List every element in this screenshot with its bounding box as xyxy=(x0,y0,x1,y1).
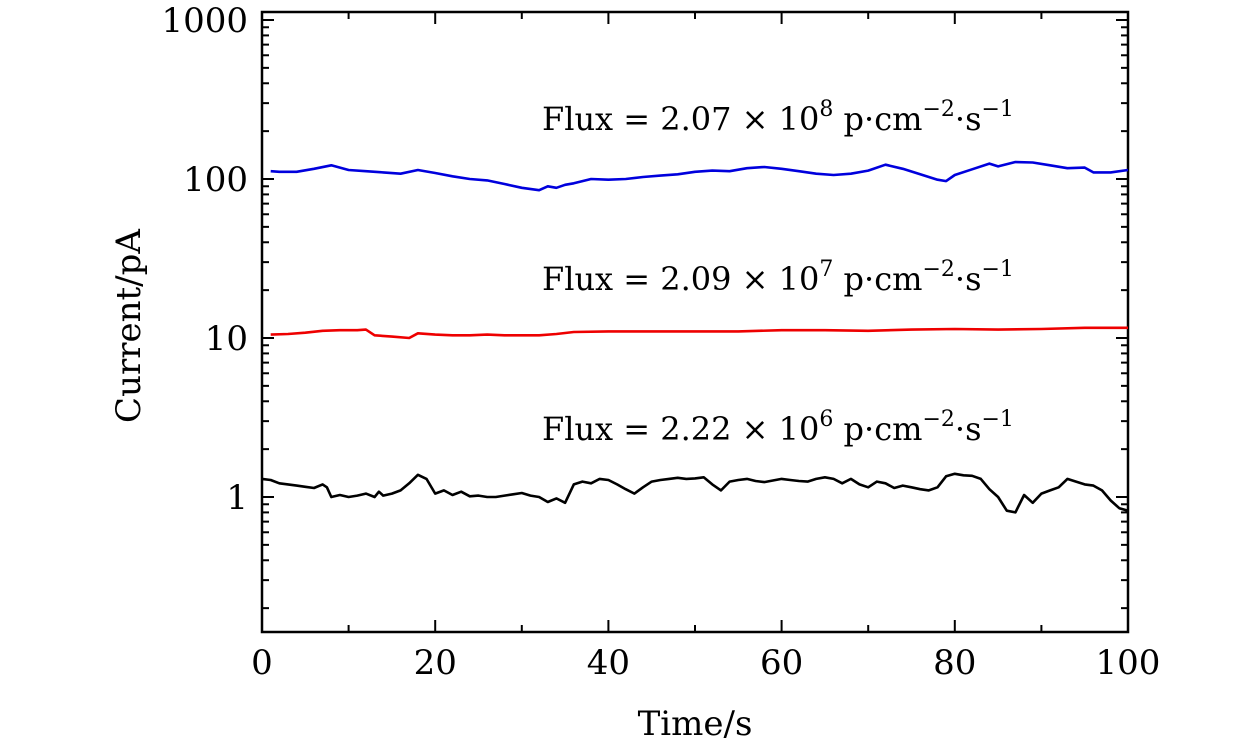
axis-labels: Time/s Current/pA xyxy=(109,229,752,744)
flux-annotation-1: Flux = 2.07 × 108 p·cm−2·s−1 xyxy=(542,97,1014,138)
x-tick-label: 0 xyxy=(251,643,273,683)
x-axis-title: Time/s xyxy=(638,704,753,744)
flux-annotation-3: Flux = 2.22 × 106 p·cm−2·s−1 xyxy=(542,407,1014,448)
y-axis-title: Current/pA xyxy=(109,229,149,423)
y-tick-label: 10 xyxy=(205,319,248,359)
y-tick-label: 1 xyxy=(226,478,248,518)
x-tick-label: 100 xyxy=(1096,643,1161,683)
plot-axes: 0 20 40 60 80 100 1 10 100 1000 xyxy=(161,1,1160,683)
y-tick-label: 100 xyxy=(183,160,248,200)
series-group xyxy=(261,160,1129,514)
series-line-3 xyxy=(261,472,1129,514)
x-tick-label: 60 xyxy=(760,643,803,683)
y-tick-label: 1000 xyxy=(161,1,248,41)
x-tick-label: 20 xyxy=(414,643,457,683)
x-tick-label: 80 xyxy=(933,643,976,683)
series-line-1 xyxy=(270,160,1129,192)
series-line-2 xyxy=(270,326,1128,340)
x-tick-label: 40 xyxy=(587,643,630,683)
flux-annotation-2: Flux = 2.09 × 107 p·cm−2·s−1 xyxy=(542,257,1014,298)
annotations: Flux = 2.07 × 108 p·cm−2·s−1 Flux = 2.09 … xyxy=(542,97,1014,448)
